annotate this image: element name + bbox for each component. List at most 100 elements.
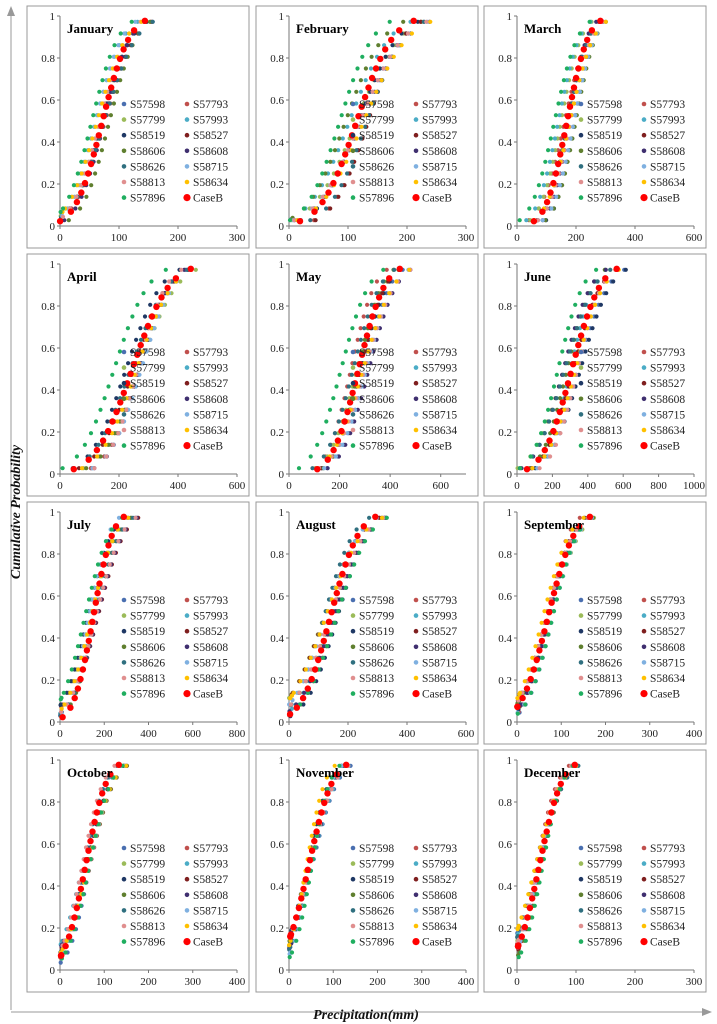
legend-label-caseb: CaseB — [422, 689, 452, 701]
legend-marker-s57793 — [641, 845, 647, 851]
point-s57799 — [536, 206, 541, 211]
point-caseb — [559, 141, 566, 149]
point-s58813 — [548, 454, 553, 459]
legend: S57598 S57793 S57799 S57993 S58519 S58527 S586… — [121, 595, 228, 701]
legend-label-s57598: S57598 — [587, 843, 622, 855]
point-s57896 — [551, 384, 557, 389]
point-s58813 — [111, 550, 116, 555]
point-s58608 — [124, 43, 129, 48]
point-caseb — [113, 408, 120, 416]
x-tick-label: 400 — [458, 976, 475, 988]
point-caseb — [81, 179, 89, 187]
legend-marker-s58606 — [121, 644, 127, 650]
legend-label-caseb: CaseB — [193, 441, 223, 453]
point-caseb — [71, 914, 78, 921]
point-s58626 — [129, 43, 134, 48]
point-s58634 — [374, 89, 379, 94]
point-caseb — [325, 618, 333, 625]
y-tick-label: 0 — [279, 221, 285, 233]
legend-marker-s58527 — [641, 876, 647, 882]
legend-label-s58813: S58813 — [130, 425, 165, 437]
legend-marker-s57896 — [350, 195, 356, 200]
point-caseb — [130, 361, 138, 368]
point-s57896 — [357, 550, 362, 555]
point-s57896 — [530, 915, 535, 920]
legend-label-s57799: S57799 — [130, 115, 165, 127]
legend-marker-s58626 — [350, 660, 356, 665]
point-caseb — [62, 942, 69, 950]
legend-marker-s57896 — [121, 691, 127, 696]
panel-frame — [26, 5, 250, 249]
point-s57896 — [301, 206, 306, 211]
legend-label-s58606: S58606 — [359, 642, 394, 654]
x-tick-label: 1000 — [683, 480, 706, 492]
point-s58634 — [561, 148, 566, 153]
series-points — [58, 513, 141, 721]
legend-label-s58606: S58606 — [359, 394, 394, 406]
point-s58606 — [112, 431, 117, 436]
panel-title: July — [67, 517, 91, 532]
point-caseb — [81, 866, 88, 873]
point-s57896 — [353, 314, 359, 319]
point-s57896 — [347, 89, 352, 94]
point-caseb — [602, 275, 609, 282]
point-s57896 — [309, 194, 314, 199]
legend-label-s57793: S57793 — [422, 347, 457, 359]
point-s58626 — [308, 218, 313, 223]
point-s57896 — [100, 78, 105, 83]
point-caseb — [363, 332, 371, 339]
point-caseb — [331, 599, 338, 606]
point-s58813 — [104, 574, 109, 579]
point-caseb — [98, 122, 105, 129]
point-s58634 — [62, 702, 67, 707]
point-s57896 — [328, 632, 334, 637]
series-points — [514, 761, 581, 960]
point-caseb — [164, 284, 171, 292]
legend-marker-s58608 — [413, 892, 419, 898]
legend-label-s58606: S58606 — [587, 642, 622, 654]
point-s58813 — [381, 66, 386, 71]
point-s58634 — [530, 466, 535, 471]
point-s57896 — [320, 431, 325, 436]
point-s57793 — [374, 279, 379, 284]
legend-marker-s58634 — [184, 179, 190, 185]
x-tick-label: 400 — [140, 728, 157, 740]
point-s58634 — [127, 31, 132, 36]
legend-label-caseb: CaseB — [193, 689, 223, 701]
legend-marker-s57793 — [641, 349, 647, 355]
point-caseb — [144, 322, 152, 330]
point-s57896 — [93, 419, 99, 424]
legend-label-s57799: S57799 — [359, 115, 394, 127]
point-s57896 — [343, 101, 348, 106]
point-caseb — [311, 837, 318, 845]
point-caseb — [85, 456, 92, 463]
legend-label-s58813: S58813 — [359, 425, 394, 437]
point-s58634 — [359, 124, 364, 129]
point-s58634 — [64, 938, 69, 943]
point-s58626 — [343, 396, 348, 401]
panel-title: October — [67, 765, 113, 780]
point-caseb — [368, 74, 376, 82]
series-points — [60, 265, 198, 473]
point-s58626 — [542, 431, 547, 436]
legend-label-s57993: S57993 — [193, 363, 228, 375]
legend-label-s58519: S58519 — [359, 130, 394, 142]
legend-label-s58715: S58715 — [650, 905, 685, 917]
point-s58634 — [562, 407, 567, 412]
point-s57896 — [82, 148, 87, 153]
point-s57896 — [360, 54, 365, 59]
legend-marker-s57598 — [578, 597, 584, 603]
point-caseb — [113, 65, 121, 72]
legend-label-s57896: S57896 — [130, 689, 165, 701]
point-s57896 — [337, 372, 342, 377]
legend-label-s57598: S57598 — [130, 843, 165, 855]
point-s57896 — [98, 407, 103, 412]
point-s58715 — [141, 361, 146, 366]
point-caseb — [530, 666, 537, 673]
legend-marker-s58715 — [641, 908, 647, 913]
point-caseb — [541, 446, 548, 454]
point-s58813 — [111, 442, 116, 447]
panel-november: 0 0.2 0.4 0.6 0.8 1 0 100 200 300 400 November S5759… — [255, 749, 479, 993]
point-caseb — [105, 542, 112, 549]
